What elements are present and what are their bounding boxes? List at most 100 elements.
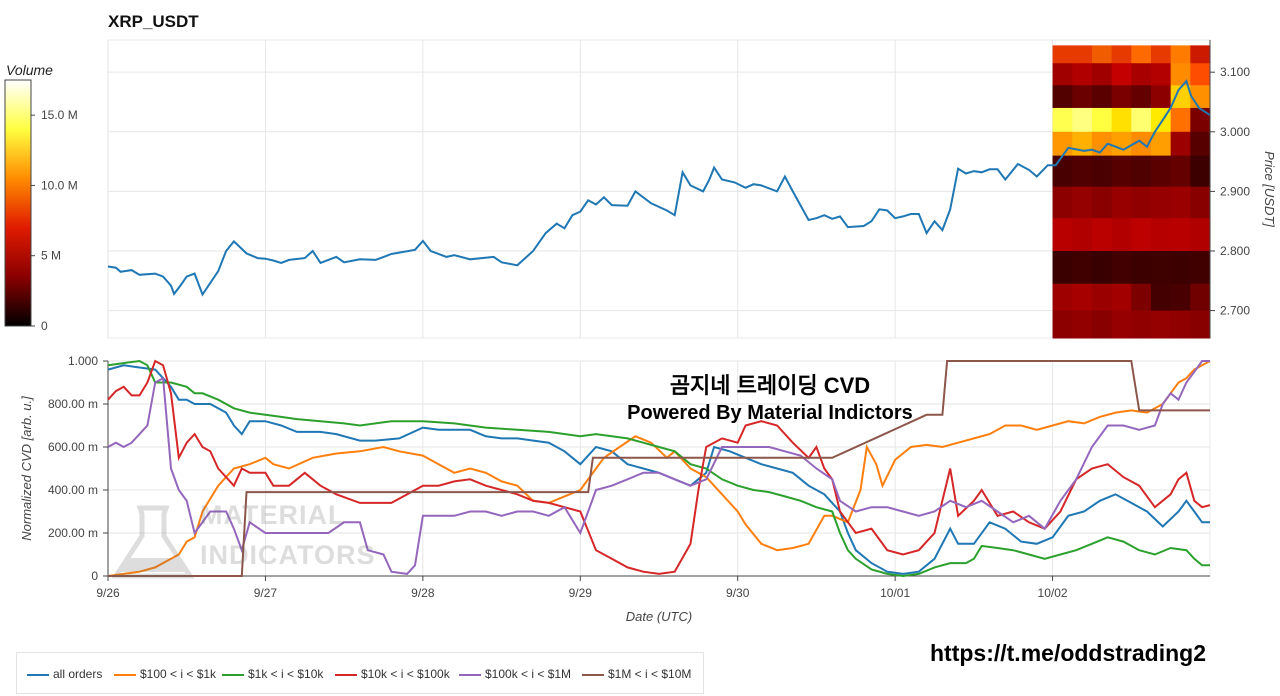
heatmap-cell	[1170, 250, 1191, 285]
telegram-link[interactable]: https://t.me/oddstrading2	[930, 640, 1206, 666]
legend-line-icon	[114, 673, 136, 676]
colorbar-gradient	[4, 79, 32, 327]
heatmap-cell	[1131, 107, 1152, 133]
cvd-series-line	[107, 359, 1210, 578]
heatmap-cell	[1111, 85, 1132, 109]
heatmap-cell	[1072, 310, 1093, 339]
heatmap-cell	[1111, 218, 1132, 252]
price-plot[interactable]: 3.100 3.000 2.900 2.800 2.700 Price [USDT]	[107, 39, 1277, 339]
legend-item[interactable]: $1k < i < $10k	[222, 667, 323, 681]
heatmap-cell	[1111, 63, 1132, 86]
heatmap-cell	[1190, 63, 1211, 86]
heatmap-cell	[1170, 283, 1191, 312]
price-axis-label: Price [USDT]	[1262, 151, 1277, 227]
volume-colorbar: 15.0 M 10.0 M 5 M 0	[4, 79, 78, 333]
heatmap-cell	[1111, 250, 1132, 285]
heatmap-cell	[1170, 155, 1191, 188]
heatmap-cell	[1150, 283, 1172, 312]
heatmap-cell	[1150, 250, 1172, 285]
heatmap-cell	[1052, 155, 1073, 188]
heatmap-cell	[1052, 283, 1073, 312]
overlay-title: 곰지네 트레이딩 CVD	[669, 373, 871, 398]
legend-item[interactable]: $100k < i < $1M	[459, 667, 571, 681]
watermark-text: INDICATORS	[200, 540, 376, 570]
heatmap-cell	[1091, 85, 1113, 109]
heatmap-cell	[1170, 85, 1191, 109]
heatmap-cell	[1190, 283, 1211, 312]
heatmap-cell	[1131, 155, 1152, 188]
price-tick-label: 2.900	[1220, 184, 1250, 198]
colorbar-tick-label: 10.0 M	[41, 178, 78, 192]
heatmap-cell	[1072, 250, 1093, 285]
cvd-tick-label: 600.00 m	[48, 440, 98, 454]
cvd-tick-label: 400.00 m	[48, 483, 98, 497]
cvd-series-line	[107, 360, 1210, 575]
cvd-tick-label: 200.00 m	[48, 526, 98, 540]
heatmap-cell	[1072, 131, 1093, 157]
heatmap-cell	[1131, 45, 1152, 64]
colorbar-tick-label: 15.0 M	[41, 108, 78, 122]
heatmap-cell	[1170, 310, 1191, 339]
heatmap-cell	[1052, 45, 1073, 64]
legend-line-icon	[335, 673, 357, 676]
heatmap-cell	[1150, 85, 1172, 109]
heatmap-cell	[1131, 63, 1152, 86]
heatmap-cell	[1190, 310, 1211, 339]
heatmap-cell	[1170, 131, 1191, 157]
heatmap-cell	[1111, 310, 1132, 339]
x-tick-label: 9/29	[569, 586, 593, 600]
heatmap-cell	[1091, 283, 1113, 312]
heatmap-cell	[1150, 155, 1172, 188]
heatmap-cell	[1170, 63, 1191, 86]
heatmap-cell	[1150, 63, 1172, 86]
heatmap-cell	[1091, 250, 1113, 285]
cvd-tick-label: 800.00 m	[48, 397, 98, 411]
heatmap-cell	[1072, 63, 1093, 86]
watermark: MATERIAL INDICATORS	[108, 500, 388, 580]
heatmap-cell	[1072, 283, 1093, 312]
heatmap-cell	[1170, 107, 1191, 133]
heatmap-cell	[1150, 45, 1172, 64]
x-axis-label: Date (UTC)	[626, 609, 692, 624]
cvd-series-line	[107, 360, 1211, 577]
heatmap-cell	[1190, 45, 1211, 64]
watermark-text: MATERIAL	[200, 500, 346, 530]
cvd-plot[interactable]: 1.000 800.00 m 600.00 m 400.00 m 200.00 m 0 9/…	[19, 354, 1211, 624]
x-tick-label: 9/30	[726, 586, 750, 600]
legend-line-icon	[459, 673, 481, 676]
heatmap-cell	[1052, 131, 1073, 157]
x-tick-label: 10/02	[1038, 586, 1068, 600]
legend-label: $100 < i < $1k	[140, 667, 217, 681]
heatmap-cell	[1131, 283, 1152, 312]
heatmap-cell	[1072, 218, 1093, 252]
legend-label: $10k < i < $100k	[361, 667, 450, 681]
heatmap-cell	[1131, 218, 1152, 252]
heatmap-cell	[1190, 131, 1211, 157]
heatmap-cell	[1072, 107, 1093, 133]
legend-item[interactable]: all orders	[27, 667, 102, 681]
legend-item[interactable]: $100 < i < $1k	[114, 667, 216, 681]
legend-item[interactable]: $10k < i < $100k	[335, 667, 450, 681]
heatmap-cell	[1052, 310, 1073, 339]
heatmap-cell	[1052, 250, 1073, 285]
price-tick-label: 3.100	[1220, 65, 1250, 79]
heatmap-cell	[1091, 63, 1113, 86]
price-plot-area	[107, 39, 1211, 339]
x-tick-label: 9/27	[254, 586, 278, 600]
legend-label: $1k < i < $10k	[248, 667, 324, 681]
heatmap-cell	[1091, 218, 1113, 252]
heatmap-cell	[1190, 250, 1211, 285]
heatmap-cell	[1052, 107, 1073, 133]
heatmap-cell	[1091, 155, 1113, 188]
x-tick-label: 9/28	[411, 586, 435, 600]
colorbar-tick-label: 0	[41, 319, 48, 333]
heatmap-cell	[1072, 85, 1093, 109]
heatmap-cell	[1072, 45, 1093, 64]
heatmap-cell	[1111, 155, 1132, 188]
legend-label: all orders	[53, 667, 103, 681]
legend-item[interactable]: $1M < i < $10M	[582, 667, 691, 681]
heatmap-cell	[1091, 107, 1113, 133]
legend-label: $100k < i < $1M	[485, 667, 572, 681]
flask-icon	[111, 505, 195, 579]
overlay-subtitle: Powered By Material Indictors	[627, 402, 913, 424]
